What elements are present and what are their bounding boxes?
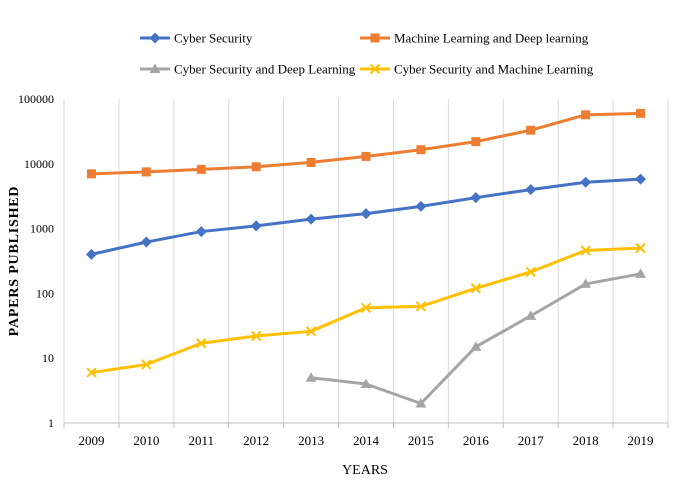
data-point <box>635 242 646 254</box>
y-tick-label: 10 <box>42 351 54 365</box>
data-point <box>361 151 371 161</box>
data-point <box>580 176 592 188</box>
data-point <box>635 173 647 185</box>
legend-item: Cyber Security <box>140 31 253 46</box>
data-point <box>250 220 262 232</box>
legend-marker <box>149 63 161 73</box>
data-point <box>141 167 151 177</box>
x-tick-label: 2019 <box>628 433 654 448</box>
legend-item: Cyber Security and Machine Learning <box>360 62 594 77</box>
series-line <box>309 272 643 405</box>
data-point <box>251 162 261 172</box>
data-point <box>305 372 317 382</box>
x-tick-label: 2015 <box>408 433 434 448</box>
series-group <box>85 108 647 408</box>
data-point <box>635 268 647 278</box>
y-tick-label: 1 <box>48 416 54 430</box>
y-tick-label: 100 <box>36 286 54 300</box>
x-tick-label: 2017 <box>518 433 545 448</box>
data-point <box>360 208 372 220</box>
data-point <box>86 367 97 378</box>
data-point <box>580 278 592 288</box>
legend-label: Cyber Security and Machine Learning <box>394 62 594 77</box>
y-tick-label: 1000 <box>30 222 54 236</box>
y-tick-label: 100000 <box>18 92 54 106</box>
x-tick-label: 2018 <box>573 433 599 448</box>
data-point <box>305 213 317 225</box>
x-tick-label: 2009 <box>78 433 104 448</box>
data-point <box>250 330 262 342</box>
x-tick-label: 2013 <box>298 433 324 448</box>
axes: 2009 2010 2011 2012 2013 2014 2015 2016 2017 2018… <box>18 92 669 448</box>
x-tick-label: 2010 <box>133 433 159 448</box>
x-tick-label: 2014 <box>353 433 380 448</box>
y-axis-title: PAPERS PUBLISHED <box>7 186 22 337</box>
data-point <box>360 378 372 388</box>
x-tick-label: 2016 <box>463 433 490 448</box>
data-point <box>470 283 482 294</box>
legend-marker <box>369 63 381 75</box>
data-point <box>415 200 427 212</box>
data-point <box>86 169 96 179</box>
data-point <box>415 397 427 408</box>
axis-labels: YEARS PAPERS PUBLISHED <box>7 186 388 478</box>
series-3 <box>305 268 647 408</box>
x-axis-title: YEARS <box>342 463 388 478</box>
x-tick-label: 2011 <box>189 433 215 448</box>
data-point <box>525 310 537 320</box>
data-point <box>305 326 317 337</box>
legend-item: Cyber Security and Deep Learning <box>140 62 356 77</box>
data-point <box>415 301 427 312</box>
grid-lines <box>63 99 669 423</box>
legend: Cyber Security Machine Learning and Deep … <box>140 31 594 77</box>
data-point <box>470 341 482 351</box>
data-point <box>581 110 591 120</box>
data-point <box>360 302 372 313</box>
data-point <box>636 108 646 118</box>
data-point <box>470 192 482 204</box>
data-point <box>526 125 536 135</box>
series-2 <box>86 108 646 179</box>
data-point <box>85 248 97 260</box>
legend-item: Machine Learning and Deep learning <box>360 31 589 46</box>
series-4 <box>86 242 646 378</box>
data-point <box>141 359 152 370</box>
data-point <box>140 236 152 248</box>
legend-label: Cyber Security and Deep Learning <box>174 62 356 77</box>
legend-label: Cyber Security <box>174 31 253 46</box>
data-point <box>416 145 426 155</box>
legend-marker <box>370 33 380 43</box>
data-point <box>525 184 537 196</box>
legend-marker <box>149 32 161 44</box>
y-tick-label: 10000 <box>24 157 54 171</box>
x-tick-label: 2012 <box>243 433 269 448</box>
data-point <box>195 226 207 238</box>
data-point <box>580 245 591 256</box>
data-point <box>471 137 481 147</box>
legend-label: Machine Learning and Deep learning <box>394 31 589 46</box>
data-point <box>196 338 207 349</box>
series-1 <box>85 173 647 260</box>
data-point <box>196 164 206 174</box>
data-point <box>306 157 316 167</box>
data-point <box>525 266 536 278</box>
